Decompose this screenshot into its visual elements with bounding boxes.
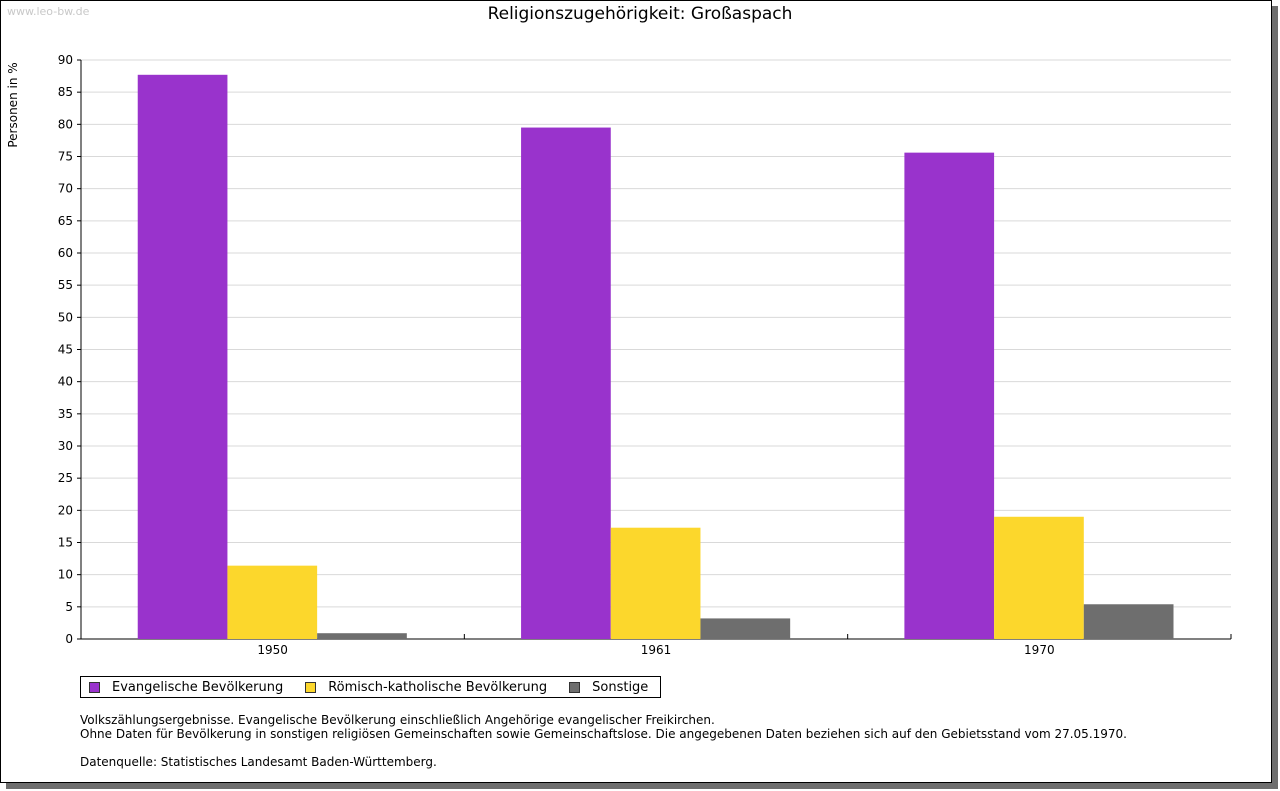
legend-item-katholisch: Römisch-katholische Bevölkerung (305, 680, 547, 695)
y-tick-label: 40 (58, 375, 73, 389)
legend-label-katholisch: Römisch-katholische Bevölkerung (328, 679, 548, 695)
x-tick-label: 1970 (1024, 643, 1055, 657)
legend-swatch-evangelisch (89, 681, 100, 693)
legend-swatch-katholisch (305, 681, 317, 693)
bar-sonstige-1961 (700, 618, 791, 639)
data-source: Datenquelle: Statistisches Landesamt Bad… (80, 755, 437, 769)
y-tick-label: 90 (58, 53, 73, 67)
legend-item-evangelisch: Evangelische Bevölkerung (89, 680, 283, 695)
legend: Evangelische Bevölkerung Römisch-katholi… (80, 676, 662, 698)
y-tick-label: 60 (58, 246, 73, 260)
y-tick-label: 35 (58, 407, 73, 421)
y-tick-label: 30 (58, 439, 73, 453)
y-tick-label: 70 (58, 182, 73, 196)
legend-item-sonstige: Sonstige (569, 680, 648, 695)
bar-sonstige-1970 (1083, 604, 1174, 639)
note-line-2: Ohne Daten für Bevölkerung in sonstigen … (80, 727, 1127, 741)
chart-notes: Volkszählungsergebnisse. Evangelische Be… (80, 713, 1127, 769)
y-tick-label: 10 (58, 568, 73, 582)
y-tick-label: 45 (58, 343, 73, 357)
legend-swatch-sonstige (569, 681, 581, 693)
y-tick-label: 20 (58, 503, 73, 517)
watermark: www.leo-bw.de (7, 5, 90, 18)
bar-evangelisch-1950 (137, 74, 228, 639)
chart-title: Religionszugehörigkeit: Großaspach (487, 4, 793, 24)
bar-katholisch-1961 (610, 527, 701, 639)
bar-evangelisch-1970 (904, 152, 995, 639)
y-tick-label: 75 (58, 150, 73, 164)
x-tick-label: 1961 (641, 643, 672, 657)
bar-katholisch-1950 (227, 565, 318, 639)
y-tick-label: 85 (58, 85, 73, 99)
y-axis-label: Personen in % (6, 62, 20, 147)
y-tick-label: 55 (58, 278, 73, 292)
legend-label-evangelisch: Evangelische Bevölkerung (112, 679, 284, 695)
note-line-1: Volkszählungsergebnisse. Evangelische Be… (80, 713, 715, 727)
y-tick-label: 25 (58, 471, 73, 485)
legend-label-sonstige: Sonstige (592, 679, 649, 695)
bar-sonstige-1950 (317, 633, 407, 639)
x-tick-label: 1950 (257, 643, 288, 657)
y-tick-label: 15 (58, 536, 73, 550)
bar-evangelisch-1961 (521, 127, 611, 640)
y-tick-label: 65 (58, 214, 73, 228)
y-tick-label: 5 (65, 600, 73, 614)
y-tick-label: 80 (58, 117, 73, 131)
bar-katholisch-1970 (994, 516, 1084, 639)
y-tick-label: 0 (65, 632, 73, 646)
y-tick-label: 50 (58, 310, 73, 324)
